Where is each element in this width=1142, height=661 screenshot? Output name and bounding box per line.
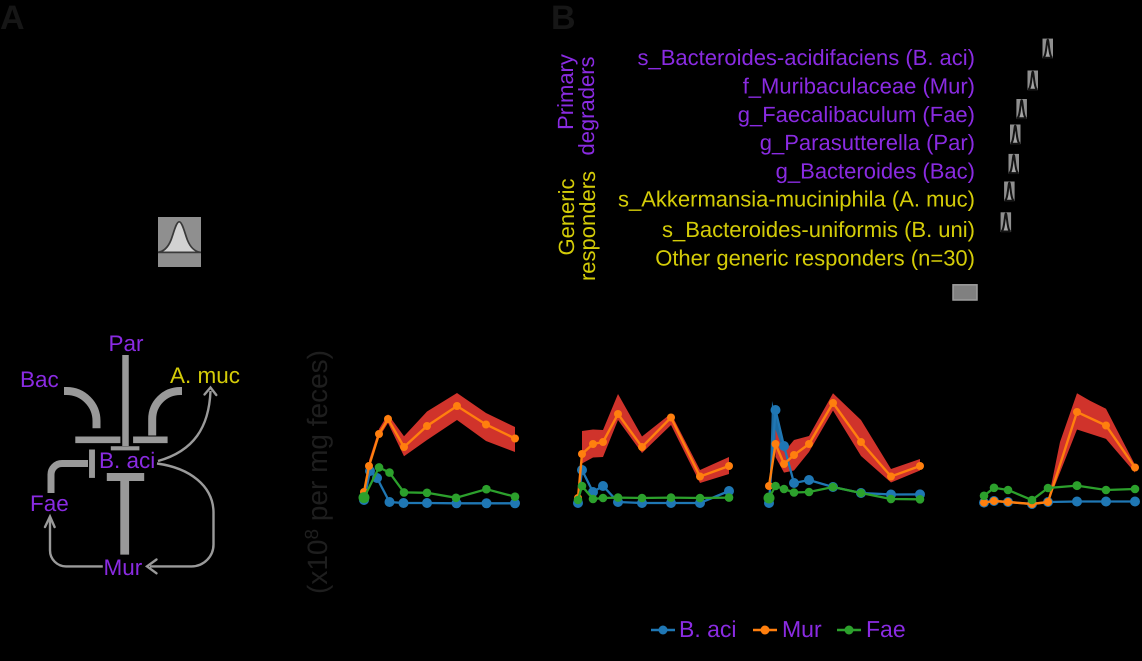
svg-text:Par: Par [108,331,144,356]
svg-text:Primary: Primary [553,54,578,130]
svg-text:f_Muribaculaceae (Mur): f_Muribaculaceae (Mur) [743,74,975,99]
svg-text:Mur: Mur [104,555,143,580]
svg-text:g_Parasutterella (Par): g_Parasutterella (Par) [760,130,975,155]
svg-text:s_Akkermansia-muciniphila (A.: s_Akkermansia-muciniphila (A. muc) [618,187,975,212]
svg-text:B. aci: B. aci [679,616,737,642]
svg-text:Other generic responders (n=30: Other generic responders (n=30) [655,246,975,271]
svg-text:A: A [0,0,25,37]
svg-text:responders: responders [575,171,600,281]
svg-text:Fae: Fae [866,616,906,642]
svg-text:Generic: Generic [554,178,579,255]
svg-text:g_Bacteroides (Bac): g_Bacteroides (Bac) [776,159,975,184]
svg-text:Bac: Bac [20,367,59,392]
svg-text:Fae: Fae [30,491,69,516]
svg-text:s_Bacteroides-acidifaciens (B.: s_Bacteroides-acidifaciens (B. aci) [638,45,975,70]
svg-text:B. aci: B. aci [99,448,155,473]
svg-text:g_Faecalibaculum (Fae): g_Faecalibaculum (Fae) [738,102,975,127]
svg-text:degraders: degraders [574,56,599,155]
svg-text:s_Bacteroides-uniformis (B. un: s_Bacteroides-uniformis (B. uni) [662,217,975,242]
svg-text:(x108 per mg feces): (x108 per mg feces) [302,350,333,594]
svg-text:A. muc: A. muc [170,363,240,388]
svg-text:B: B [551,0,576,37]
svg-text:Mur: Mur [782,616,822,642]
